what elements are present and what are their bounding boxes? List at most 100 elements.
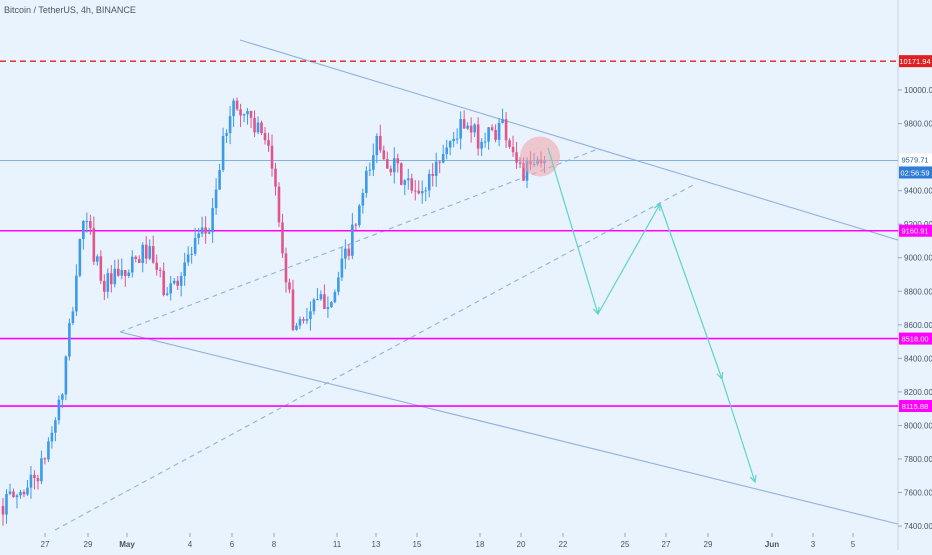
price-tick-label: 7800.00	[904, 455, 932, 464]
candle-down	[399, 163, 403, 185]
candle-up	[361, 193, 365, 206]
candle-up	[466, 125, 469, 129]
candle-up	[340, 258, 344, 278]
candle-down	[511, 146, 515, 153]
candle-up	[26, 487, 29, 495]
time-tick-label: 13	[372, 540, 381, 549]
candle-up	[40, 458, 43, 482]
candle-up	[57, 399, 61, 421]
candle-down	[417, 190, 421, 194]
projection-arrow	[659, 203, 723, 380]
candle-up	[368, 169, 372, 171]
highlight-circle	[520, 136, 560, 177]
time-tick-label: 20	[517, 540, 526, 549]
candle-down	[291, 289, 295, 330]
trendline	[119, 331, 899, 525]
candle-up	[448, 141, 452, 148]
candle-down	[518, 162, 522, 164]
candle-up	[71, 311, 75, 324]
candle-down	[204, 227, 207, 234]
candle-down	[155, 262, 159, 270]
candle-up	[214, 189, 218, 209]
candle-up	[473, 124, 476, 133]
projection-arrows	[547, 147, 757, 484]
price-axis[interactable]: 10000.00 9800.00 9400.00 9200.00 9000.00 8800…	[898, 55, 932, 531]
candle-up	[420, 190, 424, 194]
candle-down	[490, 127, 494, 130]
time-axis[interactable]: 27 29 May 4 6 8 11 13 15 18 20 22 25 27 29 Jun 3 5	[41, 533, 856, 549]
time-tick-label: 6	[230, 540, 235, 549]
time-tick-label: May	[119, 540, 135, 549]
candle-down	[382, 150, 386, 160]
candle-up	[130, 256, 134, 273]
candle-down	[508, 140, 511, 147]
candle-down	[284, 253, 288, 283]
candle-up	[480, 141, 483, 149]
candle-up	[106, 273, 110, 292]
candle-up	[452, 138, 455, 142]
candle-up	[295, 325, 298, 330]
candle-up	[127, 272, 131, 276]
candle-up	[225, 133, 228, 136]
candle-down	[413, 190, 417, 192]
candle-down	[494, 129, 497, 140]
candle-up	[392, 158, 396, 173]
projection-arrow	[597, 203, 661, 315]
time-tick-label: 8	[272, 540, 277, 549]
candle-up	[326, 307, 330, 310]
candle-up	[424, 190, 428, 192]
candle-down	[12, 491, 15, 498]
time-tick-label: 29	[704, 540, 713, 549]
candle-down	[36, 478, 40, 482]
candle-up	[29, 474, 33, 488]
candle-down	[267, 140, 270, 146]
candle-up	[358, 205, 361, 226]
candle-down	[302, 319, 305, 321]
candle-up	[82, 221, 85, 240]
time-tick-label: 5	[851, 540, 856, 549]
candle-down	[347, 248, 351, 256]
price-tick-label: 8600.00	[904, 321, 932, 330]
price-tick-label: 8800.00	[904, 287, 932, 296]
candle-down	[281, 222, 284, 254]
candle-down	[263, 133, 267, 141]
candle-up	[365, 170, 368, 194]
level-2-price-label: 8518.00	[901, 335, 928, 344]
candle-down	[260, 122, 263, 134]
resistance-price-label-bg	[899, 55, 932, 68]
time-tick-label: 18	[476, 540, 485, 549]
candle-up	[85, 221, 89, 223]
candle-down	[274, 168, 277, 187]
candle-up	[309, 311, 312, 320]
candle-up	[298, 319, 302, 326]
candle-up	[246, 111, 249, 115]
time-tick-label: 4	[188, 540, 193, 549]
candle-up	[256, 122, 260, 133]
candle-up	[228, 116, 232, 134]
trendlines	[0, 39, 899, 531]
candle-up	[78, 239, 82, 276]
price-tick-label: 9000.00	[904, 254, 932, 263]
candle-up	[455, 138, 459, 140]
price-tick-label: 9200.00	[904, 220, 932, 229]
candle-down	[103, 280, 106, 292]
candle-up	[15, 495, 19, 498]
candle-up	[190, 253, 193, 255]
candle-up	[221, 135, 225, 171]
candle-up	[312, 299, 316, 312]
candle-up	[427, 174, 431, 191]
candle-up	[483, 141, 487, 143]
candle-up	[148, 246, 152, 259]
trendline	[239, 39, 899, 241]
level-2-price-label-bg	[899, 332, 932, 345]
time-tick-label: 27	[662, 540, 671, 549]
time-tick-label: 15	[413, 540, 422, 549]
countdown-label: 02:56:59	[900, 168, 929, 177]
candle-down	[249, 111, 253, 118]
projection-arrow	[721, 378, 756, 483]
candle-up	[64, 356, 68, 395]
candle-down	[43, 458, 47, 460]
last-price-label-bg	[899, 153, 932, 166]
candle-up	[242, 114, 246, 116]
